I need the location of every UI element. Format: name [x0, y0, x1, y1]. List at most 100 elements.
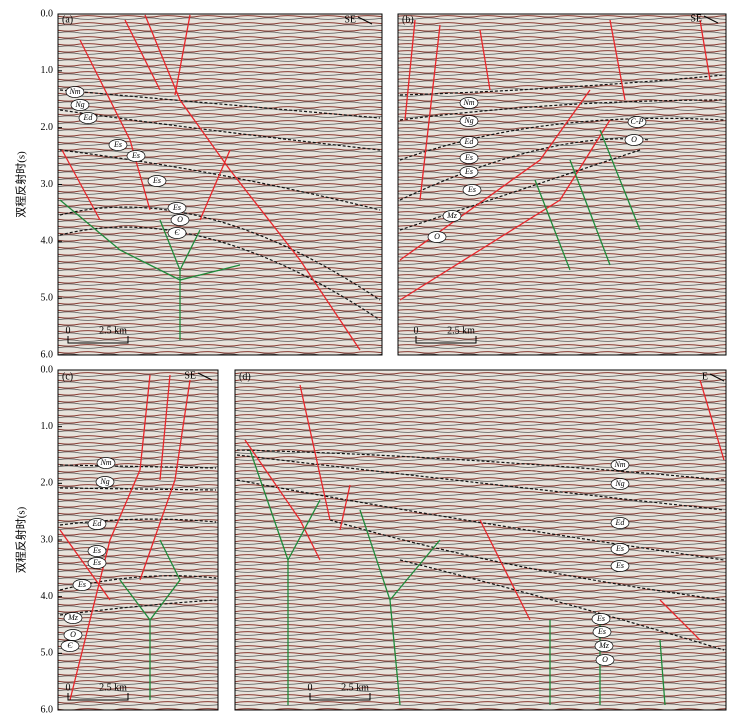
panel-label: (b) — [402, 14, 414, 25]
faults — [59, 14, 725, 706]
formation-label: Ng — [614, 479, 624, 488]
direction-arrow — [197, 372, 213, 381]
direction-arrow — [357, 16, 373, 25]
formation-oval — [442, 210, 462, 222]
formation-oval — [95, 476, 115, 488]
scale-length: 2.5 km — [341, 682, 369, 693]
formation-oval — [167, 202, 187, 214]
direction: SE — [344, 14, 356, 25]
panel-label: (d) — [239, 371, 251, 382]
scale-zero: 0 — [66, 682, 71, 693]
formation-label: Ed — [92, 519, 103, 528]
formation-label: Es — [467, 185, 476, 194]
panel-b — [397, 13, 727, 356]
y-tick-label: 2.0 — [41, 122, 54, 133]
scale-bar — [415, 336, 477, 344]
formation-label: Es — [92, 558, 101, 567]
scale-bar — [309, 693, 371, 701]
formation-label: Es — [615, 561, 624, 570]
scale-length: 2.5 km — [447, 325, 475, 336]
formation-label: O — [70, 630, 76, 639]
formation-oval — [70, 99, 90, 111]
formation-label: Nm — [613, 460, 625, 469]
y-tick-label: 1.0 — [41, 421, 54, 432]
formation-oval — [627, 116, 647, 128]
formation-label: Es — [597, 627, 606, 636]
formation-oval — [459, 166, 479, 178]
formation-label: Es — [131, 151, 140, 160]
formation-label: Ng — [99, 477, 109, 486]
formation-label: Es — [596, 614, 605, 623]
y-tick-label: 2.0 — [41, 478, 54, 489]
formation-label: Nm — [462, 98, 474, 107]
direction-arrow — [703, 15, 719, 24]
formation-label: Es — [92, 546, 101, 555]
formation-oval — [72, 579, 92, 591]
formation-oval — [624, 134, 644, 146]
formation-oval — [427, 231, 447, 243]
formation-oval — [594, 640, 614, 652]
formation-label: Mz — [598, 641, 610, 650]
formation-oval — [167, 227, 187, 239]
scale-length: 2.5 km — [99, 682, 127, 693]
y-tick-label: 4.0 — [41, 591, 54, 602]
formation-oval — [60, 640, 80, 652]
formation-label: Mz — [67, 613, 79, 622]
formation-oval — [459, 152, 479, 164]
formation-label: O — [631, 135, 637, 144]
horizons — [59, 74, 725, 651]
panel-label: (c) — [62, 371, 73, 382]
scale-zero: 0 — [66, 325, 71, 336]
direction-arrow — [709, 373, 725, 382]
formation-oval — [96, 457, 116, 469]
y-tick-label: 0.0 — [41, 8, 54, 19]
y-tick-label: 1.0 — [41, 65, 54, 76]
formation-label: O — [434, 232, 440, 241]
formation-oval — [610, 543, 630, 555]
formation-oval — [65, 86, 85, 98]
y-tick-label: 5.0 — [41, 292, 54, 303]
formation-oval — [610, 459, 630, 471]
formation-oval — [63, 612, 83, 624]
formation-label: Nm — [68, 87, 80, 96]
panel-label: (a) — [62, 14, 73, 25]
formation-label: Є — [67, 641, 73, 650]
formation-oval — [126, 150, 146, 162]
formation-oval — [87, 557, 107, 569]
formation-oval — [592, 626, 612, 638]
y-tick-label: 6.0 — [41, 349, 54, 360]
formation-label: Є — [174, 228, 180, 237]
formation-oval — [147, 175, 167, 187]
panel-a — [57, 13, 383, 356]
formation-label: Ng — [74, 100, 84, 109]
formation-oval — [462, 184, 482, 196]
panel-d — [234, 369, 727, 711]
y-tick-label: 6.0 — [41, 704, 54, 715]
scale-bar — [67, 693, 129, 701]
formation-label: Ed — [464, 137, 475, 146]
formation-oval — [459, 115, 479, 127]
formation-oval — [459, 136, 479, 148]
formation-oval — [591, 613, 611, 625]
formation-label: Ed — [83, 113, 94, 122]
panels — [57, 13, 727, 711]
formation-oval — [459, 97, 479, 109]
formation-oval — [610, 517, 630, 529]
formation-label: Es — [172, 203, 181, 212]
y-tick-label: 0.0 — [41, 364, 54, 375]
scale-length: 2.5 km — [99, 325, 127, 336]
formation-label: C-P — [631, 117, 644, 126]
formation-oval — [610, 560, 630, 572]
formation-label: Es — [77, 580, 86, 589]
scale-zero: 0 — [308, 682, 313, 693]
scale-zero: 0 — [414, 325, 419, 336]
formation-oval — [170, 214, 190, 226]
formation-label: Nm — [99, 458, 111, 467]
formation-oval — [78, 112, 98, 124]
direction: SE — [184, 370, 196, 381]
scale-bar — [67, 336, 129, 344]
direction: SE — [690, 13, 702, 24]
y-tick-label: 3.0 — [41, 534, 54, 545]
formation-label: Mz — [446, 211, 458, 220]
